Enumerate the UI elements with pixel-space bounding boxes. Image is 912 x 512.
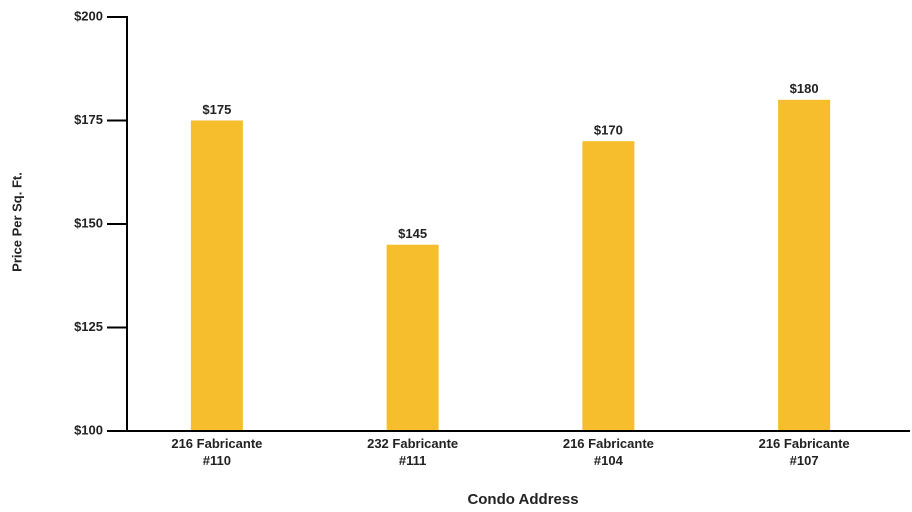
- bar: [582, 141, 635, 431]
- value-label: $175: [202, 102, 231, 117]
- bar: [778, 99, 831, 432]
- x-axis-title: Condo Address: [467, 491, 578, 508]
- value-label: $170: [594, 123, 623, 138]
- y-tick-label: $175: [74, 112, 103, 127]
- bar: [386, 244, 439, 431]
- y-tick-label: $200: [74, 8, 103, 23]
- y-tick-label: $100: [74, 422, 103, 437]
- y-tick-label: $150: [74, 215, 103, 230]
- y-tick-label: $125: [74, 319, 103, 334]
- x-tick-label: 216 Fabricante #107: [758, 436, 850, 468]
- value-label: $145: [398, 226, 427, 241]
- y-axis-title: Price Per Sq. Ft.: [9, 172, 24, 272]
- x-tick-label: 216 Fabricante #110: [171, 436, 263, 468]
- x-tick-label: 232 Fabricante #111: [367, 436, 459, 468]
- bar: [190, 120, 243, 431]
- value-label: $180: [790, 81, 819, 96]
- x-tick-label: 216 Fabricante #104: [562, 436, 654, 468]
